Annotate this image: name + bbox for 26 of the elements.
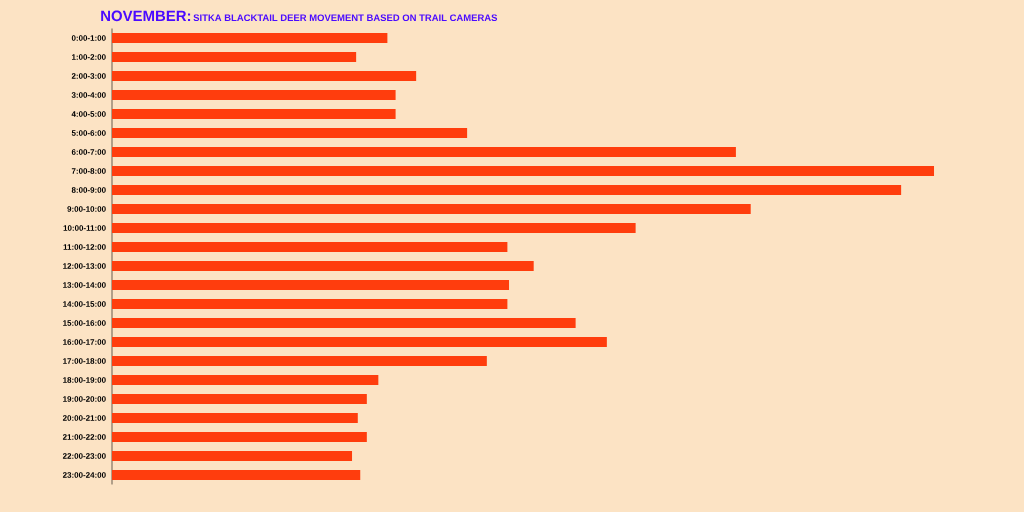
bar: [112, 222, 636, 233]
bar: [112, 298, 508, 309]
bar: [112, 108, 396, 119]
chart-subtitle: SITKA BLACKTAIL DEER MOVEMENT BASED ON TRAIL CAMERAS: [193, 14, 498, 22]
bar: [112, 450, 353, 461]
bar: [112, 393, 367, 404]
bar: [112, 336, 607, 347]
bar: [112, 355, 487, 366]
bar: [112, 70, 417, 81]
bar: [112, 203, 751, 214]
bar: [112, 165, 935, 176]
bar: [112, 260, 534, 271]
bar: [112, 184, 902, 195]
bar: [112, 89, 396, 100]
bar: [112, 32, 388, 43]
bar: [112, 412, 358, 423]
bar: [112, 241, 508, 252]
bar: [112, 317, 576, 328]
bar: [112, 51, 357, 62]
bar: [112, 279, 510, 290]
bar: [112, 374, 379, 385]
bar: [112, 127, 468, 138]
bar: [112, 431, 367, 442]
chart-title: NOVEMBER:: [101, 10, 191, 22]
bar: [112, 146, 736, 157]
bar: [112, 469, 361, 480]
